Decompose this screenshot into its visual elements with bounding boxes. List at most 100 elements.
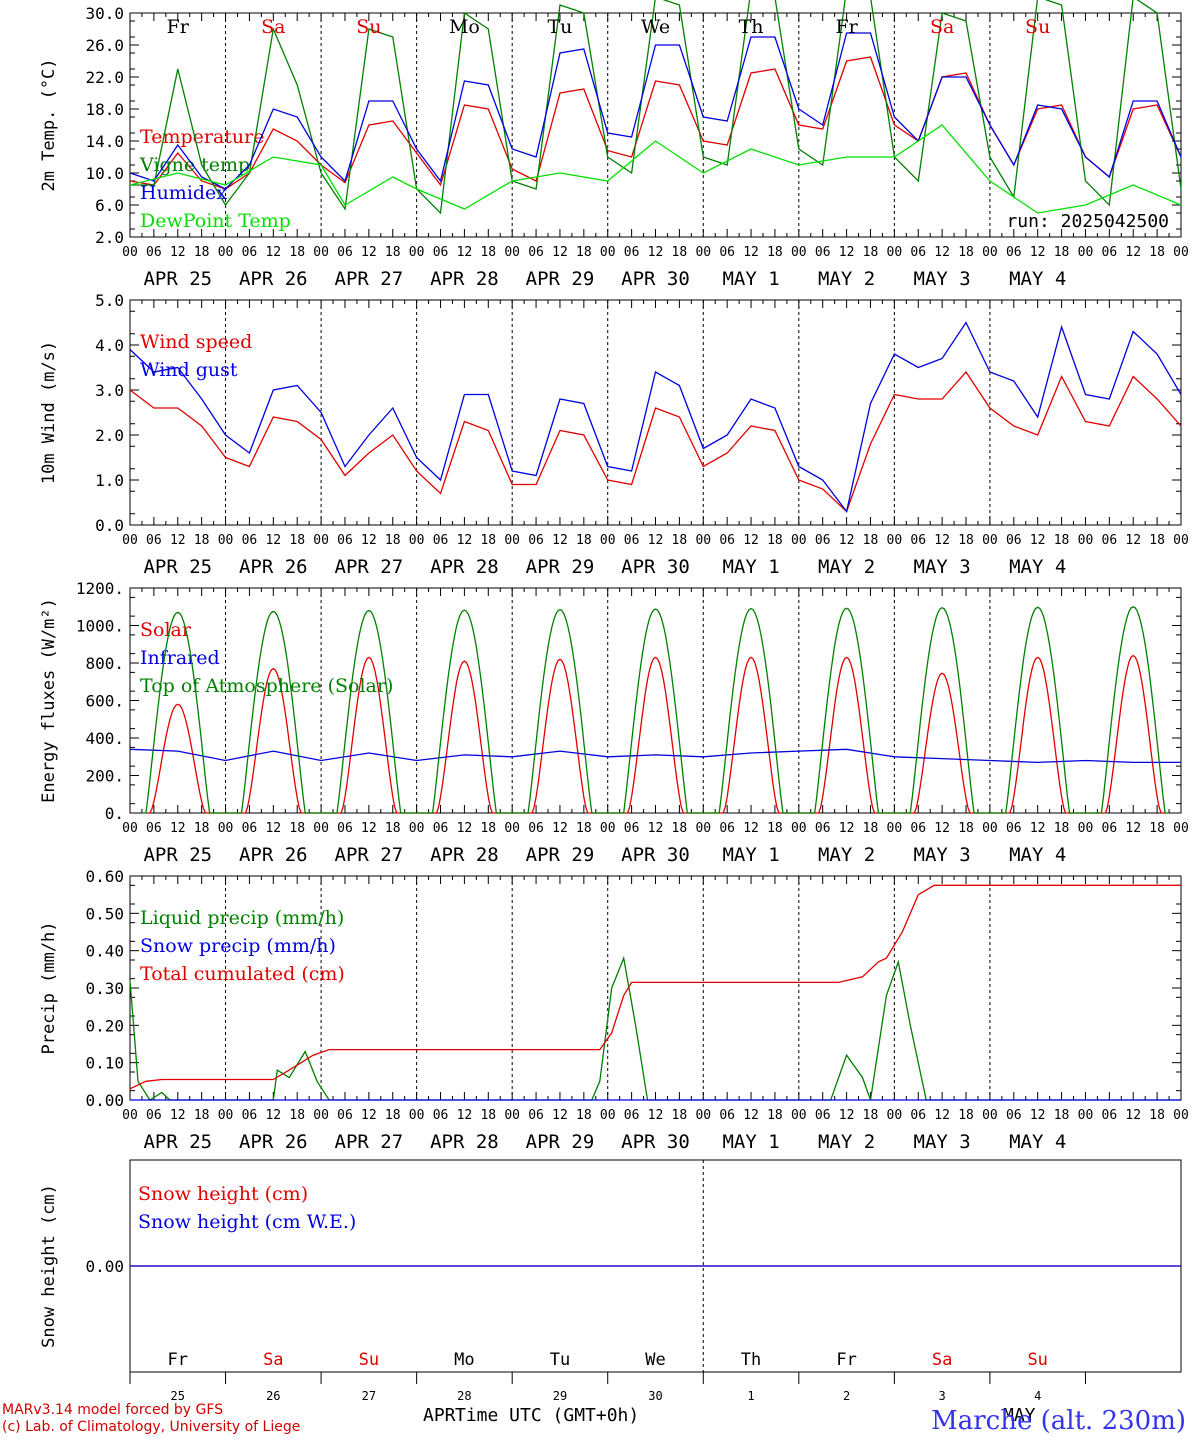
x-hour-label: 06: [433, 821, 449, 836]
x-date-label: APR 28: [430, 1131, 499, 1153]
y-tick-label: 0.30: [85, 979, 124, 998]
x-hour-label: 06: [433, 533, 449, 548]
x-hour-label: 18: [672, 245, 688, 260]
x-hour-label: 18: [480, 533, 496, 548]
x-hour-label: 00: [218, 533, 234, 548]
x-day-number: 30: [648, 1389, 662, 1403]
x-hour-label: 18: [767, 1108, 783, 1123]
x-hour-label: 12: [743, 533, 759, 548]
x-hour-label: 12: [1030, 1108, 1046, 1123]
x-hour-label: 12: [934, 1108, 950, 1123]
x-hour-label: 12: [170, 1108, 186, 1123]
x-hour-label: 06: [528, 821, 544, 836]
x-date-label: APR 28: [430, 556, 499, 578]
x-hour-label: 00: [218, 1108, 234, 1123]
x-hour-label: 18: [1149, 533, 1165, 548]
x-hour-label: 18: [385, 533, 401, 548]
x-hour-label: 12: [457, 1108, 473, 1123]
x-date-label: APR 27: [335, 556, 404, 578]
x-hour-label: 06: [719, 245, 735, 260]
x-date-label: APR 26: [239, 1131, 308, 1153]
x-hour-label: 12: [1030, 245, 1046, 260]
x-hour-label: 18: [863, 533, 879, 548]
x-day-name: Tu: [550, 1350, 570, 1370]
top-day-name: Fr: [167, 16, 190, 38]
x-hour-label: 00: [313, 1108, 329, 1123]
x-hour-label: 12: [552, 533, 568, 548]
x-hour-label: 12: [648, 245, 664, 260]
x-hour-label: 06: [719, 1108, 735, 1123]
x-hour-label: 06: [910, 245, 926, 260]
x-date-label: MAY 3: [914, 844, 971, 866]
y-axis-label: Precip (mm/h): [39, 921, 59, 1054]
x-hour-label: 06: [1102, 245, 1118, 260]
x-date-label: MAY 2: [818, 1131, 875, 1153]
x-hour-label: 00: [409, 821, 425, 836]
x-hour-label: 18: [576, 1108, 592, 1123]
x-hour-label: 18: [1054, 1108, 1070, 1123]
y-tick-label: 14.0: [85, 132, 124, 151]
legend-entry: Top of Atmosphere (Solar): [140, 675, 393, 697]
legend-entry: Snow height (cm): [138, 1183, 308, 1205]
x-hour-label: 12: [361, 533, 377, 548]
x-date-label: MAY 3: [914, 268, 971, 290]
x-hour-label: 18: [1149, 821, 1165, 836]
y-tick-label: 5.0: [95, 291, 124, 310]
x-hour-label: 12: [839, 533, 855, 548]
x-hour-label: 00: [1078, 245, 1094, 260]
x-hour-label: 18: [385, 245, 401, 260]
x-hour-label: 06: [1006, 1108, 1022, 1123]
x-hour-label: 06: [528, 533, 544, 548]
x-hour-label: 06: [242, 245, 258, 260]
x-hour-label: 06: [146, 821, 162, 836]
x-hour-label: 12: [361, 821, 377, 836]
x-date-label: APR 25: [143, 556, 212, 578]
x-hour-label: 00: [504, 533, 520, 548]
x-date-label: APR 26: [239, 556, 308, 578]
x-hour-label: 06: [433, 245, 449, 260]
x-hour-label: 18: [385, 821, 401, 836]
x-hour-label: 18: [194, 821, 210, 836]
x-hour-label: 06: [624, 821, 640, 836]
x-date-label: APR 29: [526, 844, 595, 866]
x-hour-label: 12: [1125, 245, 1141, 260]
y-tick-label: 1.0: [95, 471, 124, 490]
x-hour-label: 06: [815, 1108, 831, 1123]
x-date-label: APR 25: [143, 1131, 212, 1153]
top-day-name: Su: [1025, 16, 1050, 38]
x-hour-label: 00: [695, 821, 711, 836]
legend-entry: Liquid precip (mm/h): [140, 907, 344, 929]
x-hour-label: 18: [863, 245, 879, 260]
y-tick-label: 10.0: [85, 164, 124, 183]
x-hour-label: 12: [361, 245, 377, 260]
x-month-apr: APR: [423, 1405, 456, 1426]
y-tick-label: 2.0: [95, 228, 124, 247]
credit-line-2: (c) Lab. of Climatology, University of L…: [2, 1419, 301, 1435]
x-hour-label: 18: [289, 245, 305, 260]
x-day-number: 26: [266, 1389, 280, 1403]
x-hour-label: 00: [887, 821, 903, 836]
x-hour-label: 12: [648, 533, 664, 548]
panel-frame: [129, 299, 1182, 526]
top-day-name: Sa: [930, 16, 954, 38]
x-hour-label: 06: [1102, 821, 1118, 836]
top-day-name: We: [641, 16, 670, 38]
y-tick-label: 0.10: [85, 1054, 124, 1073]
x-hour-label: 00: [313, 533, 329, 548]
series-line-1: [130, 0, 1182, 215]
series-line-1: [129, 321, 1182, 514]
credit-line-1: MARv3.14 model forced by GFS: [2, 1402, 224, 1418]
y-tick-label: 18.0: [85, 100, 124, 119]
y-tick-label: 0.00: [85, 1257, 124, 1276]
x-hour-label: 12: [457, 245, 473, 260]
x-hour-label: 12: [265, 1108, 281, 1123]
x-day-number: 27: [362, 1389, 376, 1403]
x-date-label: MAY 4: [1009, 556, 1066, 578]
x-day-name: Su: [359, 1350, 379, 1370]
x-hour-label: 00: [791, 533, 807, 548]
series-line-0: [129, 56, 1182, 190]
x-date-label: MAY 1: [722, 268, 779, 290]
x-hour-label: 00: [695, 245, 711, 260]
x-hour-label: 00: [1173, 1108, 1189, 1123]
x-day-name: Fr: [836, 1350, 856, 1370]
